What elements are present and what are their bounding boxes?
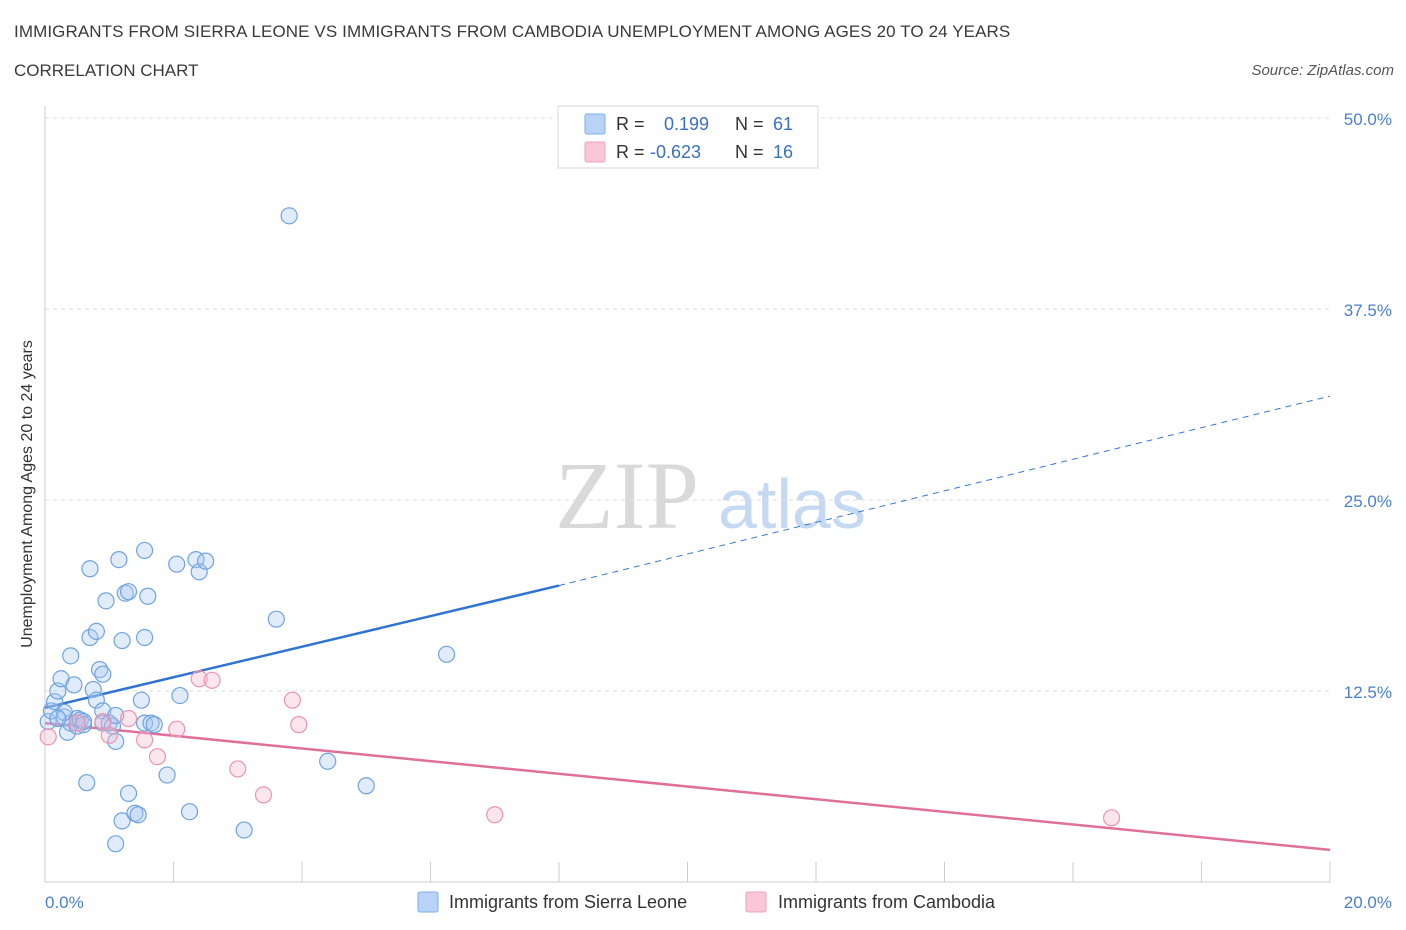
point-cambodia xyxy=(254,786,273,804)
point-sierra-leone xyxy=(65,676,83,694)
point-sierra-leone xyxy=(119,583,138,601)
point-sierra-leone xyxy=(62,647,80,665)
point-cambodia xyxy=(290,716,308,734)
point-sierra-leone xyxy=(110,550,128,569)
point-sierra-leone xyxy=(78,774,96,792)
point-sierra-leone xyxy=(97,592,115,610)
trend-line-sierra-leone xyxy=(44,584,560,710)
bottom-legend-swatch-sierra-leone xyxy=(417,891,439,913)
source-label: Source: ZipAtlas.com xyxy=(1251,62,1394,79)
watermark-atlas: atlas xyxy=(718,465,866,543)
point-sierra-leone xyxy=(107,732,125,751)
point-sierra-leone xyxy=(113,631,131,650)
legend-n-label: N = xyxy=(735,114,764,134)
watermark: ZIP atlas xyxy=(555,442,866,549)
point-cambodia xyxy=(100,726,118,744)
point-sierra-leone xyxy=(319,752,337,770)
point-cambodia xyxy=(94,712,112,731)
point-sierra-leone xyxy=(107,835,125,853)
y-tick-labels: 12.5% 25.0% 37.5% 50.0% xyxy=(1344,110,1392,702)
legend: R = 0.199 N = 61 R = -0.623 N = 16 xyxy=(557,105,819,169)
point-sierra-leone xyxy=(190,563,208,581)
point-sierra-leone xyxy=(91,661,109,679)
legend-r-label: R = xyxy=(616,114,645,134)
bottom-legend-label-sierra-leone: Immigrants from Sierra Leone xyxy=(449,892,687,912)
y-axis-label: Unemployment Among Ages 20 to 24 years xyxy=(19,340,36,648)
chart-title: IMMIGRANTS FROM SIERRA LEONE VS IMMIGRAN… xyxy=(14,22,1011,41)
point-sierra-leone xyxy=(113,812,131,830)
x-tick-label: 0.0% xyxy=(45,893,84,912)
point-cambodia xyxy=(283,691,301,709)
legend-n-value: 16 xyxy=(773,142,793,162)
point-sierra-leone xyxy=(197,552,215,570)
x-tick-label: 20.0% xyxy=(1344,893,1392,912)
y-tick-label: 50.0% xyxy=(1344,110,1392,129)
grid-lines xyxy=(45,117,1330,692)
point-cambodia xyxy=(203,671,221,689)
bottom-legend-label-cambodia: Immigrants from Cambodia xyxy=(778,892,996,912)
point-sierra-leone xyxy=(132,691,150,709)
point-sierra-leone xyxy=(168,555,186,573)
point-sierra-leone xyxy=(158,766,176,784)
point-cambodia xyxy=(68,714,86,732)
y-tick-label: 25.0% xyxy=(1344,492,1392,511)
point-sierra-leone xyxy=(235,821,253,839)
point-sierra-leone xyxy=(357,777,375,795)
point-cambodia xyxy=(190,670,208,688)
point-sierra-leone xyxy=(135,541,154,560)
legend-swatch-sierra-leone xyxy=(584,113,606,135)
point-sierra-leone xyxy=(437,645,456,663)
point-sierra-leone xyxy=(267,610,285,628)
point-sierra-leone xyxy=(129,806,147,824)
point-sierra-leone xyxy=(87,622,106,641)
point-cambodia xyxy=(119,709,138,728)
y-tick-label: 12.5% xyxy=(1344,683,1392,702)
point-sierra-leone xyxy=(145,716,163,734)
point-sierra-leone xyxy=(81,560,99,578)
point-cambodia xyxy=(486,806,504,824)
point-cambodia xyxy=(168,720,186,738)
point-sierra-leone xyxy=(81,628,99,647)
x-tick-labels: 0.0% 20.0% xyxy=(45,893,1392,912)
legend-n-label: N = xyxy=(735,142,764,162)
axes xyxy=(44,106,1331,883)
point-sierra-leone xyxy=(180,803,199,821)
point-sierra-leone xyxy=(171,686,189,705)
point-sierra-leone xyxy=(139,587,157,605)
point-cambodia xyxy=(229,760,247,778)
point-sierra-leone xyxy=(46,693,64,711)
point-sierra-leone xyxy=(49,709,67,728)
point-sierra-leone xyxy=(87,691,106,709)
point-sierra-leone xyxy=(39,712,57,731)
trend-line-sierra-leone-extension xyxy=(558,395,1331,587)
point-cambodia xyxy=(148,748,167,766)
point-sierra-leone xyxy=(135,628,154,647)
point-sierra-leone xyxy=(280,207,298,225)
point-sierra-leone xyxy=(74,712,93,731)
legend-swatch-cambodia xyxy=(584,141,606,163)
legend-r-label: R = xyxy=(616,142,645,162)
point-cambodia xyxy=(1102,809,1121,827)
point-sierra-leone xyxy=(119,784,138,802)
y-tick-label: 37.5% xyxy=(1344,301,1392,320)
point-sierra-leone xyxy=(94,665,112,683)
legend-r-value: 0.199 xyxy=(664,114,709,134)
trend-line-cambodia xyxy=(44,721,1331,852)
point-sierra-leone xyxy=(84,680,102,699)
chart-subtitle: CORRELATION CHART xyxy=(14,61,199,80)
bottom-legend: Immigrants from Sierra Leone Immigrants … xyxy=(417,891,996,913)
watermark-zip: ZIP xyxy=(555,442,699,549)
bottom-legend-swatch-cambodia xyxy=(745,891,767,913)
data-points xyxy=(39,207,1121,853)
legend-r-value: -0.623 xyxy=(650,142,701,162)
legend-n-value: 61 xyxy=(773,114,793,134)
point-cambodia xyxy=(135,731,154,749)
point-sierra-leone xyxy=(55,703,73,721)
point-cambodia xyxy=(39,728,57,746)
trend-lines xyxy=(44,395,1331,852)
